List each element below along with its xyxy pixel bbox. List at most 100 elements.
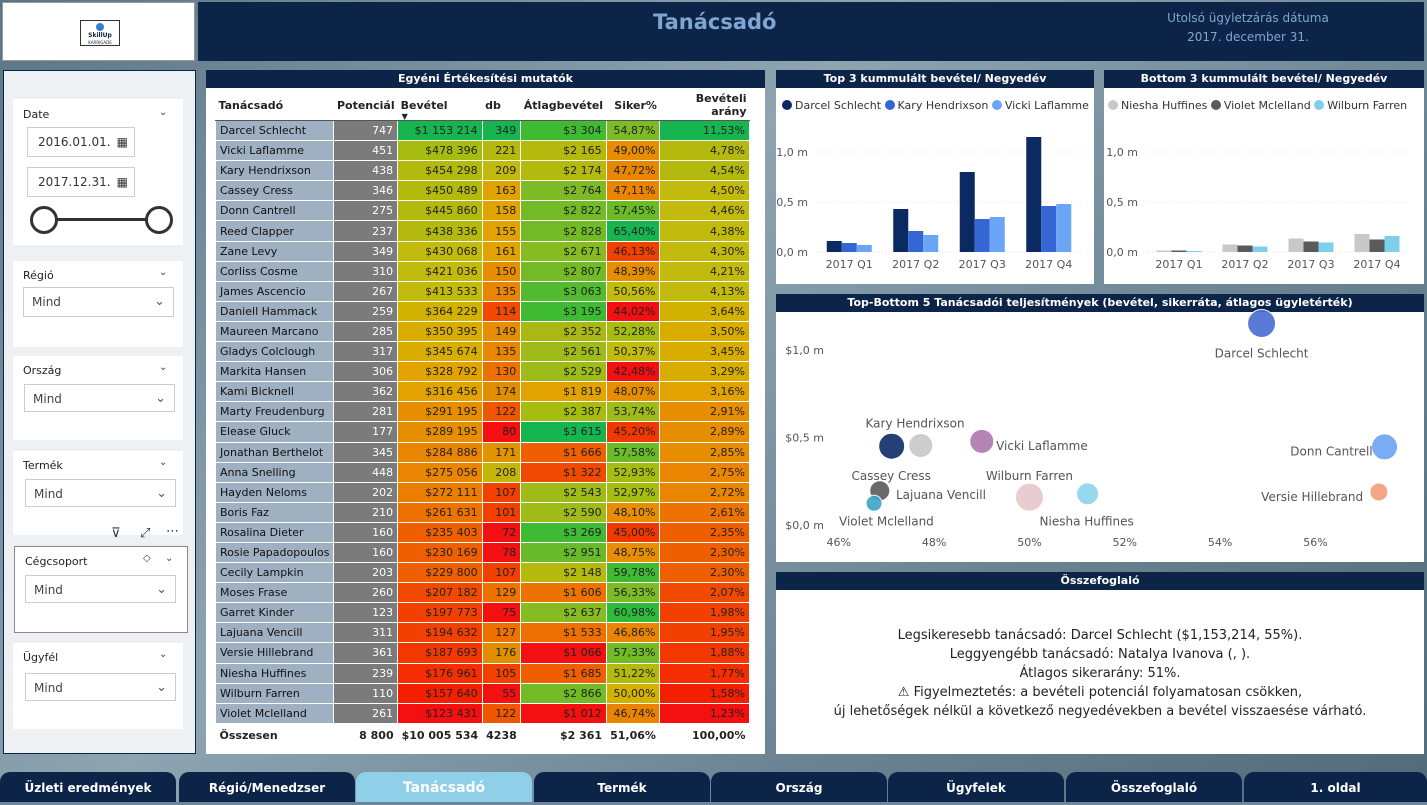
bar[interactable] [893, 209, 909, 252]
table-row[interactable]: Violet Mclelland 261 $123 431 122 $1 012 46,7… [214, 702, 750, 724]
cegcsoport-dropdown[interactable]: Mind ⌄ [25, 575, 176, 603]
legend-item[interactable]: Wilburn Farren [1314, 99, 1407, 112]
nav-tab[interactable]: Tanácsadó [356, 772, 532, 802]
table-row[interactable]: Hayden Neloms 202 $272 111 107 $2 543 52,97% 2… [214, 481, 750, 503]
more-options-icon[interactable]: ⋯ [166, 524, 179, 539]
nav-tab[interactable]: Összefoglaló [1066, 772, 1242, 802]
table-row[interactable]: Kary Hendrixson 438 $454 298 209 $2 174 47,72… [214, 160, 750, 182]
legend-item[interactable]: Kary Hendrixson [884, 99, 988, 112]
scatter-point[interactable] [908, 433, 934, 459]
table-row[interactable]: Anna Snelling 448 $275 056 208 $1 322 52,93% 2… [214, 461, 750, 483]
date-from-input[interactable]: 2016.01.01. ▦ [27, 127, 135, 157]
date-to-input[interactable]: 2017.12.31. ▦ [27, 167, 135, 197]
legend-item[interactable]: Darcel Schlecht [782, 99, 881, 112]
bar[interactable] [1384, 236, 1400, 252]
col-header-db[interactable]: db [482, 90, 521, 121]
table-row[interactable]: Niesha Huffines 239 $176 961 105 $1 685 51,22… [214, 662, 750, 684]
legend-item[interactable]: Vicki Laflamme [991, 99, 1089, 112]
col-header-atlagbevetel[interactable]: Átlagbevétel [520, 90, 607, 121]
scatter-point[interactable] [1371, 433, 1399, 461]
nav-tab[interactable]: Üzleti eredmények [0, 772, 176, 802]
bar[interactable] [989, 217, 1005, 252]
chevron-down-icon[interactable]: ⌄ [159, 649, 168, 660]
table-row[interactable]: Rosie Papadopoulos 160 $230 169 78 $2 951 48,… [214, 541, 750, 564]
chevron-down-icon[interactable]: ⌄ [165, 553, 174, 564]
bar[interactable] [1041, 206, 1057, 252]
table-row[interactable]: Gladys Colclough 317 $345 674 135 $2 561 50,3… [214, 341, 750, 363]
table-row[interactable]: Lajuana Vencill 311 $194 632 127 $1 533 46,86… [214, 622, 750, 644]
legend-item[interactable]: Violet Mclelland [1210, 99, 1311, 112]
table-row[interactable]: Markita Hansen 306 $328 792 130 $2 529 42,48%… [214, 361, 750, 383]
bar[interactable] [1288, 238, 1304, 253]
table-row[interactable]: Reed Clapper 237 $438 336 155 $2 828 65,40% 4,… [214, 220, 750, 242]
chevron-down-icon[interactable]: ⌄ [159, 362, 168, 373]
scatter-point[interactable] [878, 432, 906, 460]
nav-tab[interactable]: Termék [534, 772, 710, 802]
nav-tab[interactable]: Ügyfelek [888, 772, 1064, 802]
filter-icon[interactable]: ⊽ [111, 526, 121, 541]
bar[interactable] [1026, 137, 1042, 252]
nav-tab[interactable]: Régió/Menedzser [179, 772, 355, 802]
bar[interactable] [974, 219, 990, 252]
table-row[interactable]: Cassey Cress 346 $450 489 163 $2 764 47,11% 4,… [214, 180, 750, 202]
calendar-icon[interactable]: ▦ [116, 175, 128, 189]
chevron-down-icon[interactable]: ⌄ [159, 107, 168, 118]
table-row[interactable]: James Ascencio 267 $413 533 135 $3 063 50,56%… [214, 280, 750, 302]
col-header-tanacsado[interactable]: Tanácsadó [215, 90, 334, 121]
table-row[interactable]: Boris Faz 210 $261 631 101 $2 590 48,10% 2,61% [214, 501, 750, 523]
bar[interactable] [1171, 250, 1187, 253]
col-header-bevetel[interactable]: Bevétel ▼ [397, 90, 483, 121]
table-row[interactable]: Maureen Marcano 285 $350 395 149 $2 352 52,28… [214, 320, 750, 343]
bar[interactable] [1369, 239, 1385, 253]
bar[interactable] [923, 235, 939, 252]
table-row[interactable]: Versie Hillebrand 361 $187 693 176 $1 066 57,… [214, 642, 750, 664]
bar[interactable] [1318, 242, 1334, 253]
table-row[interactable]: Rosalina Dieter 160 $235 403 72 $3 269 45,00%… [214, 521, 750, 543]
nav-tab[interactable]: 1. oldal [1244, 772, 1427, 802]
scatter-point[interactable] [1369, 482, 1389, 502]
bar[interactable] [841, 243, 857, 252]
bar[interactable] [1237, 245, 1253, 253]
bar[interactable] [1156, 250, 1172, 253]
chevron-down-icon[interactable]: ⌄ [159, 457, 168, 468]
col-header-beveteli-arany[interactable]: Bevételi arány [659, 90, 750, 121]
orszag-dropdown[interactable]: Mind ⌄ [24, 384, 175, 412]
table-row[interactable]: Zane Levy 349 $430 068 161 $2 671 46,13% 4,30% [214, 240, 750, 262]
ugyfel-dropdown[interactable]: Mind ⌄ [25, 673, 176, 701]
table-row[interactable]: Daniell Hammack 259 $364 229 114 $3 195 44,02… [214, 300, 750, 322]
termek-dropdown[interactable]: Mind ⌄ [25, 479, 176, 507]
date-range-start-handle[interactable] [30, 206, 58, 234]
table-row[interactable]: Kami Bicknell 362 $316 456 174 $1 819 48,07% 3… [214, 381, 750, 403]
bar[interactable] [1252, 246, 1268, 253]
bar[interactable] [959, 172, 975, 252]
bar[interactable] [856, 245, 872, 252]
table-row[interactable]: Donn Cantrell 275 $445 860 158 $2 822 57,45% 4… [214, 200, 750, 222]
scatter-point[interactable] [969, 428, 995, 454]
table-row[interactable]: Elease Gluck 177 $289 195 80 $3 615 45,20% 2,8… [214, 421, 750, 443]
table-row[interactable]: Wilburn Farren 110 $157 640 55 $2 866 50,00% 1… [214, 682, 750, 704]
col-header-siker[interactable]: Siker% [606, 90, 660, 121]
table-row[interactable]: Darcel Schlecht 747 $1 153 214 349 $3 304 54,… [214, 119, 750, 142]
scatter-point[interactable] [1247, 308, 1277, 338]
nav-tab[interactable]: Ország [711, 772, 887, 802]
col-header-potencial[interactable]: Potenciál [333, 90, 398, 121]
regio-dropdown[interactable]: Mind ⌄ [23, 287, 174, 317]
table-row[interactable]: Cecily Lampkin 203 $229 800 107 $2 148 59,78%… [214, 562, 750, 584]
bar[interactable] [1354, 234, 1370, 252]
table-row[interactable]: Vicki Laflamme 451 $478 396 221 $2 165 49,00%… [214, 140, 750, 162]
table-row[interactable]: Moses Frase 260 $207 182 129 $1 606 56,33% 2,0… [214, 582, 750, 604]
date-range-end-handle[interactable] [145, 206, 173, 234]
table-row[interactable]: Marty Freudenburg 281 $291 195 122 $2 387 53,… [214, 401, 750, 423]
eraser-icon[interactable]: ◇ [143, 553, 151, 564]
bar[interactable] [908, 231, 924, 252]
bar[interactable] [1186, 251, 1202, 252]
table-row[interactable]: Jonathan Berthelot 345 $284 886 171 $1 666 57… [214, 441, 750, 463]
bar[interactable] [1056, 204, 1072, 252]
scatter-point[interactable] [1076, 482, 1100, 506]
table-row[interactable]: Garret Kinder 123 $197 773 75 $2 637 60,98% 1,… [214, 602, 750, 624]
chevron-down-icon[interactable]: ⌄ [159, 267, 168, 278]
bar[interactable] [826, 241, 842, 252]
bar[interactable] [1222, 244, 1238, 253]
legend-item[interactable]: Niesha Huffines [1108, 99, 1207, 112]
bar[interactable] [1303, 241, 1319, 253]
